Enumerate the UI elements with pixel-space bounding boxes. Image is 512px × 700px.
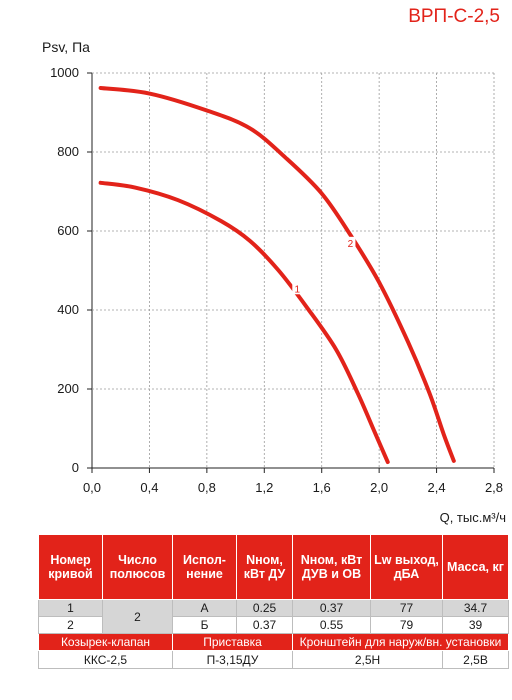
header-lw: Lw выход, дБА [370,534,443,600]
x-axis-label: Q, тыс.м³/ч [440,510,506,525]
header-curve-number: Номер кривой [38,534,103,600]
cell-lw: 77 [370,599,443,617]
table-row: 1 2 А 0.25 0.37 77 34.7 [38,599,509,634]
cell-damper: ККС-2,5 [38,650,173,669]
header-mass: Масса, кг [442,534,509,600]
y-tick-label: 400 [57,302,79,317]
pressure-flow-chart: 0 200 400 600 800 1000 0,0 0,4 0,8 1,2 1,6 2,0 2,4 2,… [42,39,506,525]
cell-version: Б [172,616,237,634]
cell-bracket-indoor: 2,5В [442,650,509,669]
curve-label-2: 2 [348,239,354,250]
curve-1 [98,180,390,465]
accessories-header-row: Козырек-клапан Приставка Кронштейн для н… [38,633,509,651]
cell-bracket-outdoor: 2,5Н [292,650,443,669]
header-adapter: Приставка [172,633,293,651]
cell-power-du: 0.37 [236,616,293,634]
header-power-du: Nном, кВт ДУ [236,534,293,600]
x-tick-label: 1,6 [313,480,331,495]
y-tick-label: 600 [57,223,79,238]
x-tick-label: 0,8 [198,480,216,495]
spec-table: Номер кривой Число полюсов Испол-нение N… [38,534,509,669]
header-bracket: Кронштейн для наруж/вн. установки [292,633,509,651]
x-tick-label: 1,2 [255,480,273,495]
y-tick-label: 1000 [50,65,79,80]
spec-header-row: Номер кривой Число полюсов Испол-нение N… [38,534,509,600]
x-tick-label: 2,4 [428,480,446,495]
header-power-duv: Nном, кВт ДУВ и ОВ [292,534,371,600]
y-tick-label: 800 [57,144,79,159]
x-tick-label: 0,4 [140,480,158,495]
cell-curve: 2 [38,616,103,634]
x-tick-label: 0,0 [83,480,101,495]
y-tick-label: 0 [72,460,79,475]
cell-mass: 39 [442,616,509,634]
model-title: ВРП-С-2,5 [408,6,500,27]
cell-curve: 1 [38,599,103,617]
curve-label-1: 1 [295,284,301,295]
y-tick-label: 200 [57,381,79,396]
cell-adapter: П-3,15ДУ [172,650,293,669]
accessories-values-row: ККС-2,5 П-3,15ДУ 2,5Н 2,5В [38,650,509,669]
header-version: Испол-нение [172,534,237,600]
cell-power-duv: 0.55 [292,616,371,634]
header-poles: Число полюсов [102,534,173,600]
header-damper: Козырек-клапан [38,633,173,651]
chart-axes: 0 200 400 600 800 1000 0,0 0,4 0,8 1,2 1,6 2,0 2,4 2,… [50,65,503,495]
x-tick-label: 2,0 [370,480,388,495]
cell-poles: 2 [102,599,173,634]
chart-curves: 12 [98,86,456,465]
cell-lw: 79 [370,616,443,634]
curve-2 [98,86,456,463]
y-axis-label: Psv, Па [42,39,90,55]
curve-label-bg [292,282,303,295]
cell-power-du: 0.25 [236,599,293,617]
cell-version: А [172,599,237,617]
x-tick-label: 2,8 [485,480,503,495]
curve-label-bg [345,236,356,249]
cell-mass: 34.7 [442,599,509,617]
cell-power-duv: 0.37 [292,599,371,617]
